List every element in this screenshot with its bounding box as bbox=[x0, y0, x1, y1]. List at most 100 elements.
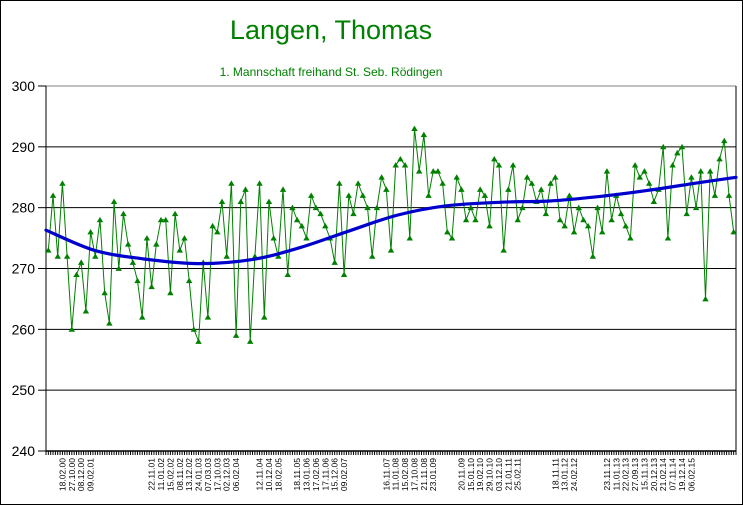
result-marker bbox=[425, 192, 432, 198]
x-axis-ticks bbox=[45, 451, 737, 455]
x-tick-label: 27.10.00 bbox=[67, 458, 77, 491]
result-marker bbox=[275, 253, 282, 259]
result-marker bbox=[444, 229, 451, 235]
chart-title: Langen, Thomas bbox=[229, 15, 433, 45]
result-marker bbox=[115, 265, 122, 271]
result-marker bbox=[101, 289, 108, 296]
result-marker bbox=[603, 168, 611, 174]
result-marker bbox=[674, 149, 681, 156]
result-marker bbox=[78, 259, 85, 265]
x-tick-label: 07.03.03 bbox=[203, 458, 213, 491]
result-marker bbox=[92, 253, 99, 259]
result-marker bbox=[59, 180, 66, 186]
result-marker bbox=[185, 277, 193, 284]
result-marker bbox=[157, 216, 165, 223]
result-marker bbox=[110, 198, 118, 204]
result-marker bbox=[523, 174, 531, 180]
result-marker bbox=[392, 162, 399, 168]
result-marker bbox=[82, 308, 90, 314]
result-marker bbox=[448, 235, 456, 241]
trend-line bbox=[44, 175, 738, 266]
result-marker bbox=[87, 229, 94, 235]
result-marker bbox=[462, 216, 470, 223]
result-marker bbox=[660, 143, 667, 150]
result-marker bbox=[171, 210, 179, 217]
result-marker bbox=[284, 271, 291, 277]
result-marker bbox=[730, 229, 737, 235]
x-axis-labels: 18.02.00 27.10.00 08.12.00 09.02.01 22.11.01… bbox=[57, 458, 696, 491]
x-tick-label: 15.12.06 bbox=[330, 458, 340, 491]
result-marker bbox=[538, 186, 545, 192]
result-marker bbox=[415, 168, 423, 174]
x-tick-label: 08.11.02 bbox=[175, 458, 185, 491]
result-marker bbox=[397, 156, 404, 162]
result-marker bbox=[430, 168, 437, 174]
x-tick-label: 15.01.10 bbox=[466, 458, 476, 491]
result-marker bbox=[293, 216, 301, 223]
x-tick-label: 11.01.08 bbox=[391, 458, 401, 491]
x-tick-label: 03.12.10 bbox=[494, 458, 504, 491]
x-tick-label: 12.11.04 bbox=[255, 458, 265, 491]
result-marker bbox=[500, 247, 507, 253]
result-marker bbox=[528, 180, 536, 186]
result-marker bbox=[481, 192, 489, 198]
result-marker bbox=[204, 314, 212, 320]
result-marker bbox=[514, 216, 521, 223]
result-marker bbox=[401, 162, 409, 168]
result-marker bbox=[73, 271, 80, 277]
result-marker bbox=[476, 186, 484, 192]
result-marker bbox=[683, 210, 690, 217]
result-marker bbox=[246, 338, 254, 344]
x-tick-label: 17.10.08 bbox=[409, 458, 419, 491]
result-marker bbox=[669, 162, 676, 168]
result-marker bbox=[725, 192, 733, 198]
result-marker bbox=[218, 198, 226, 204]
result-marker bbox=[289, 204, 296, 211]
result-marker bbox=[124, 241, 132, 247]
result-marker bbox=[359, 192, 367, 198]
result-marker bbox=[336, 180, 343, 186]
result-marker bbox=[650, 198, 658, 204]
result-marker bbox=[509, 162, 517, 168]
result-marker bbox=[129, 259, 137, 265]
x-tick-label: 10.12.04 bbox=[264, 458, 274, 491]
result-marker bbox=[298, 222, 306, 229]
x-tick-label: 06.02.15 bbox=[686, 458, 696, 491]
x-tick-label: 18.11.05 bbox=[292, 458, 302, 491]
result-marker bbox=[96, 216, 104, 223]
result-marker bbox=[495, 162, 503, 168]
result-marker bbox=[373, 204, 381, 211]
x-tick-label: 19.02.10 bbox=[475, 458, 485, 491]
x-tick-label: 24.02.12 bbox=[569, 458, 579, 491]
x-tick-label: 09.02.07 bbox=[339, 458, 349, 491]
x-tick-label: 24.01.03 bbox=[194, 458, 204, 491]
result-marker bbox=[228, 180, 235, 186]
result-marker bbox=[350, 210, 357, 217]
result-marker bbox=[505, 186, 512, 192]
result-marker bbox=[167, 289, 174, 296]
result-marker bbox=[688, 174, 695, 180]
x-tick-label: 22.11.01 bbox=[147, 458, 157, 491]
result-marker bbox=[542, 210, 550, 217]
x-tick-label: 13.12.02 bbox=[184, 458, 194, 491]
x-tick-label: 15.02.08 bbox=[400, 458, 410, 491]
result-marker bbox=[556, 216, 564, 223]
results-line bbox=[47, 128, 735, 342]
result-marker bbox=[68, 326, 76, 332]
result-marker bbox=[636, 174, 643, 180]
x-tick-label: 18.02.00 bbox=[57, 458, 67, 491]
x-tick-label: 13.01.06 bbox=[302, 458, 312, 491]
gridlines bbox=[46, 85, 736, 391]
y-tick-label: 290 bbox=[12, 139, 36, 155]
result-marker bbox=[261, 314, 268, 320]
result-marker bbox=[570, 229, 578, 235]
result-marker bbox=[580, 216, 587, 223]
x-tick-label: 17.10.03 bbox=[212, 458, 222, 491]
x-tick-label: 19.12.14 bbox=[677, 458, 687, 491]
result-marker bbox=[645, 180, 653, 186]
result-marker bbox=[678, 143, 686, 150]
x-tick-label: 21.01.11 bbox=[503, 458, 513, 491]
y-axis-labels: 240 250 260 270 280 290 300 bbox=[12, 78, 46, 459]
